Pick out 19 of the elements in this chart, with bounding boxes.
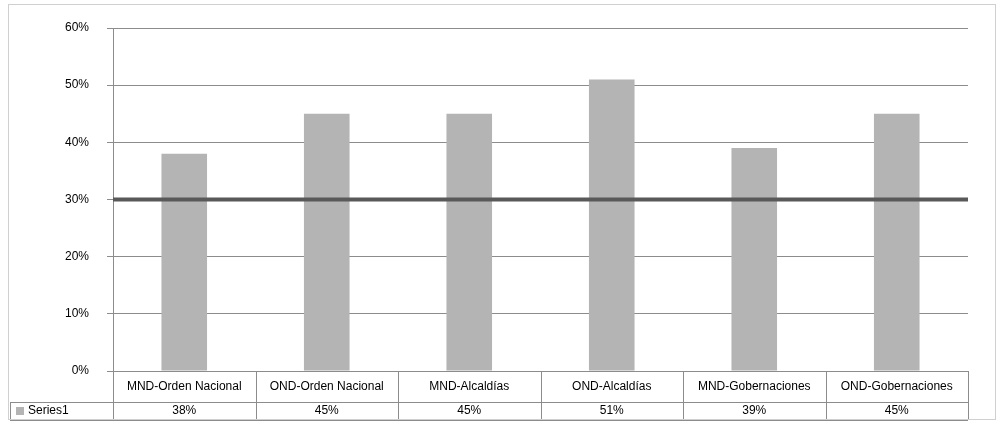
y-tick-label: 20% xyxy=(64,248,90,263)
x-tick-label: OND-Alcaldías xyxy=(572,378,652,393)
y-tick-label: 50% xyxy=(64,77,90,92)
x-tick-label: MND-Gobernaciones xyxy=(697,378,811,393)
bar xyxy=(588,79,635,371)
x-tick-label: OND-Gobernaciones xyxy=(840,378,953,393)
y-tick-label: 0% xyxy=(71,363,90,378)
bar xyxy=(446,113,493,371)
bar xyxy=(873,113,920,371)
x-tick-label: OND-Orden Nacional xyxy=(269,378,384,393)
x-tick-label: MND-Orden Nacional xyxy=(126,378,242,393)
bar xyxy=(731,148,778,371)
bar xyxy=(303,113,350,371)
y-tick-label: 30% xyxy=(64,191,90,206)
y-tick-label: 40% xyxy=(64,134,90,149)
x-tick-label: MND-Alcaldías xyxy=(429,378,510,393)
y-tick-label: 60% xyxy=(64,20,90,35)
y-tick-label: 10% xyxy=(64,306,90,321)
bar xyxy=(161,153,208,371)
